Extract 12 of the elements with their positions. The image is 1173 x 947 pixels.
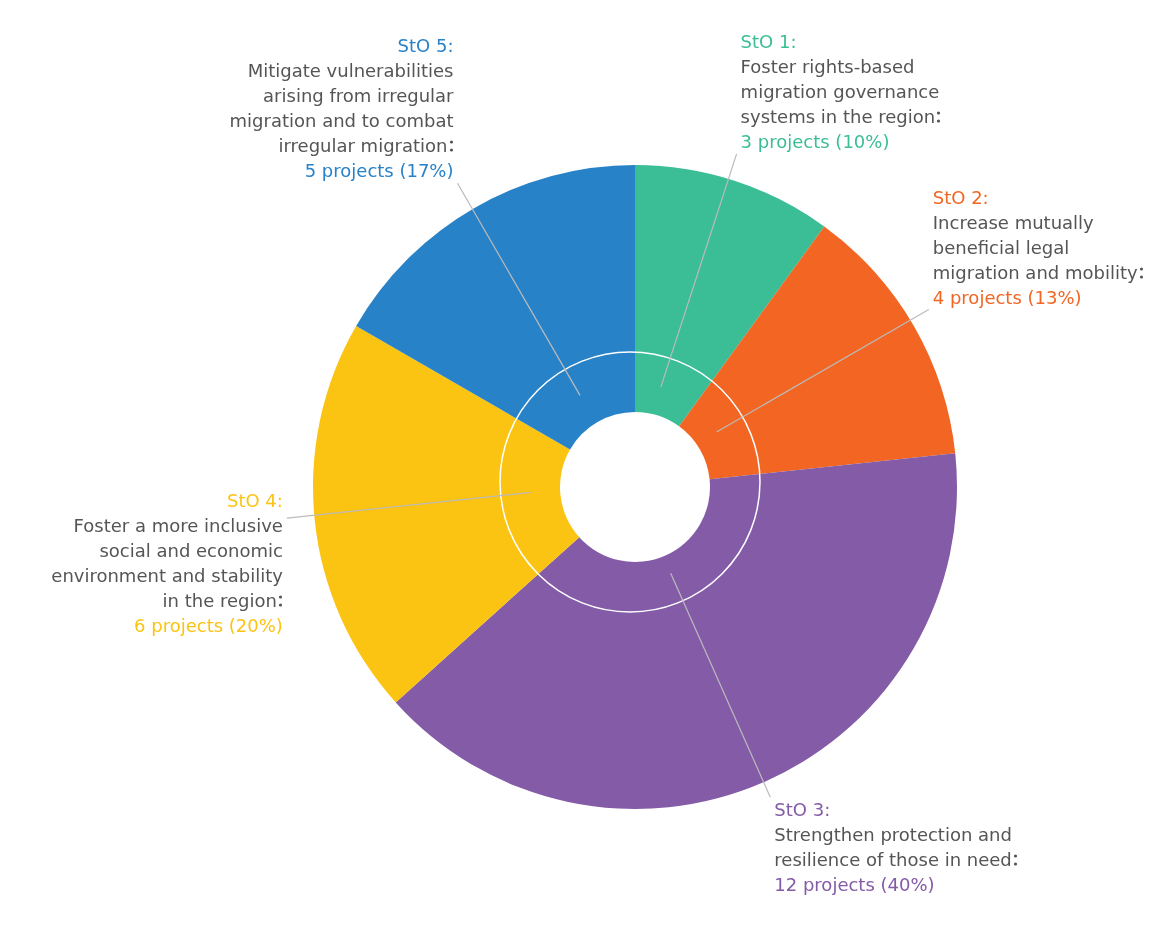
data-label: 3 projects (10%) [740,129,891,154]
slice-label: StO 1: Foster rights-based migration governance systems in the region [740,29,941,129]
slice-label: StO 4: Foster a more inclusive social and economic environment and stability in the region [50,489,283,614]
data-label: 4 projects (13%) [932,285,1083,310]
data-label: 5 projects (17%) [303,159,454,184]
slice-label: StO 2: Increase mutually beneficial legal migration and mobility [932,185,1139,285]
data-label: 6 projects (20%) [133,614,283,639]
data-label: 12 projects (40%) [774,873,936,898]
donut-slice [635,165,825,427]
slice-label: StO 5: Mitigate vulnerabilities arising from irregular migration and to combat irregular migration [228,34,454,159]
slice-label: StO 3: Strengthen protection and resilience of those in need [774,798,1013,873]
donut-slice [313,326,580,703]
